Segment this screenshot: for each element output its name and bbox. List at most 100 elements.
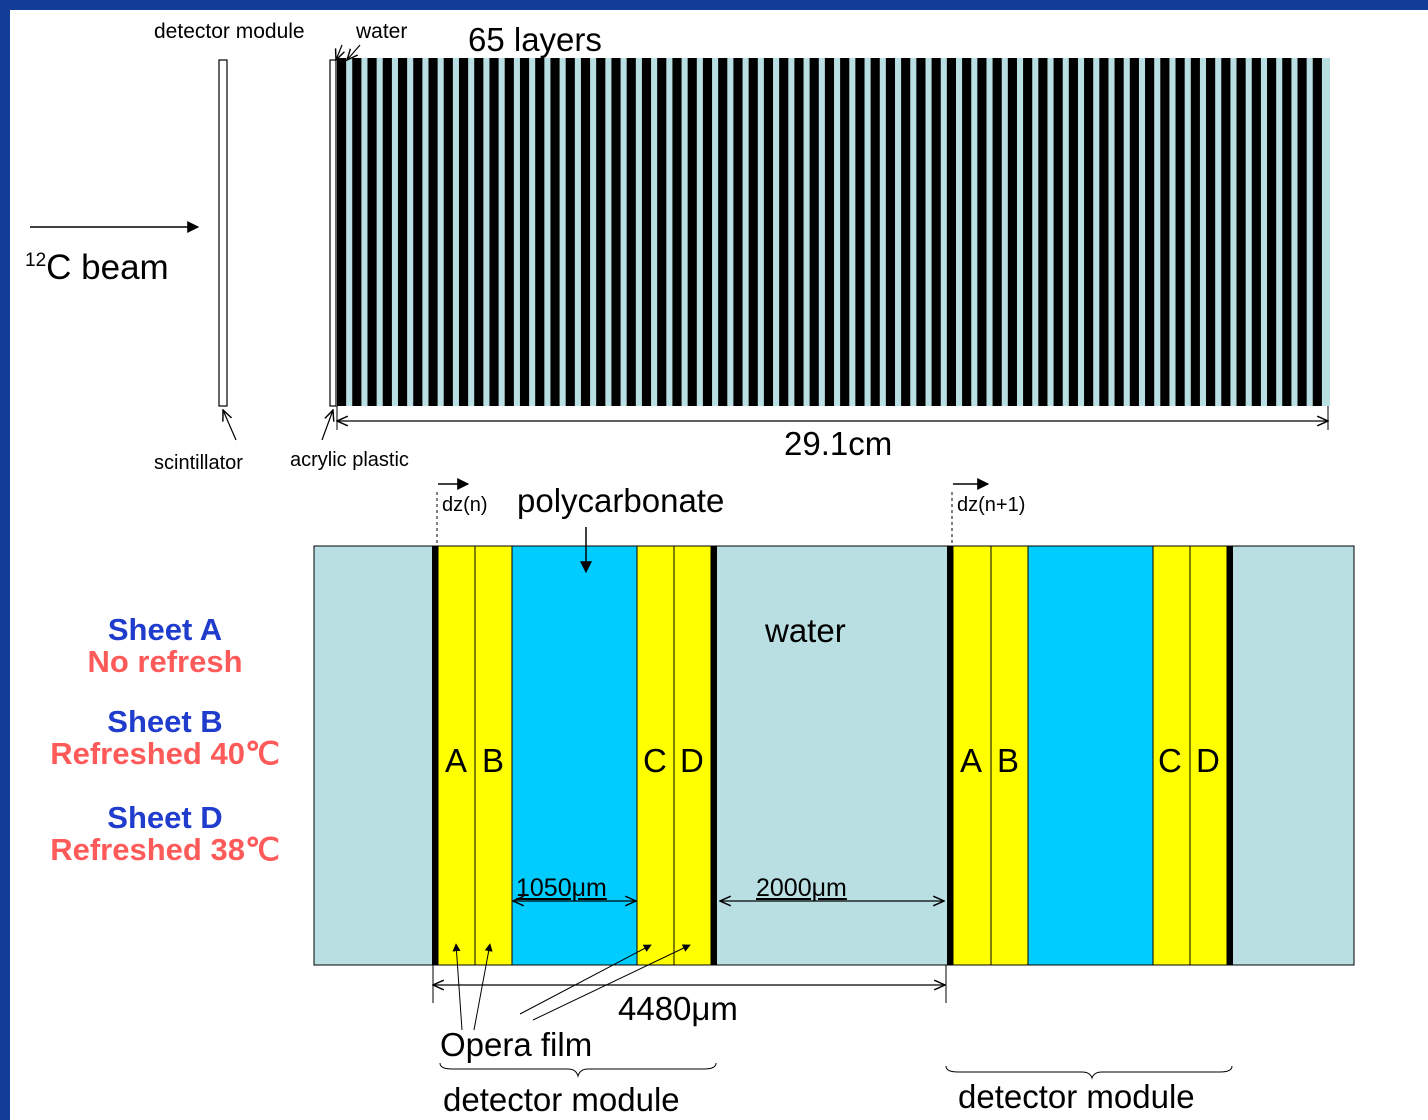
stack-layer (580, 58, 591, 406)
stack-layer (870, 58, 880, 406)
stack-layer (1175, 58, 1185, 406)
stack-layer (1282, 58, 1292, 406)
film-label-a-module1: A (445, 742, 468, 779)
stack-layer (413, 58, 423, 406)
stack-layer (763, 58, 774, 406)
stack-layer (1099, 58, 1109, 406)
sheet-a-state: No refresh (87, 644, 243, 679)
stack-layer (779, 58, 789, 406)
water-label-top: water (356, 20, 408, 43)
module2-left-edge (947, 546, 953, 965)
opera-pointer-a (452, 943, 463, 1031)
sheet-d-title: Sheet D (107, 800, 223, 835)
opera-pointer-d (532, 944, 691, 1021)
stack-layer (1236, 58, 1246, 406)
stack-layer (1190, 58, 1200, 406)
film-label-a-module2: A (960, 742, 983, 779)
stack-layer (901, 58, 911, 406)
stack-layer (565, 58, 575, 406)
opera-pointer-c (519, 944, 652, 1015)
stack-layer (672, 58, 682, 406)
stack-layer (702, 58, 713, 406)
module2-film-d (1189, 545, 1228, 966)
stack-layer (824, 58, 835, 406)
beam-label: 12C beam (25, 248, 169, 288)
dz-n-label: dz(n) (442, 494, 488, 516)
stack-layer (1312, 58, 1322, 406)
total-dimension-label: 4480μm (618, 990, 738, 1027)
detector-module-label-right: detector module (958, 1078, 1195, 1115)
stack-layer (1053, 58, 1063, 406)
stack-layer (397, 58, 408, 406)
film-label-b-module1: B (482, 742, 505, 779)
stack-layer (809, 58, 819, 406)
stack-layer (1145, 58, 1155, 406)
detector-module-label-left: detector module (443, 1081, 680, 1118)
stack-layer (458, 58, 469, 406)
detector-module-label: detector module (154, 20, 305, 43)
stack-layer (1114, 58, 1124, 406)
water-label-section: water (765, 612, 846, 649)
poly-dimension-label: 1050μm (516, 874, 607, 902)
module2-film-a (952, 545, 992, 966)
module1-polycarbonate (511, 545, 638, 966)
stack-layer (550, 58, 560, 406)
stack-layer (1007, 58, 1017, 406)
module2-polycarbonate (1027, 545, 1154, 966)
water-dimension-label: 2000μm (756, 874, 847, 902)
stack-layer (794, 58, 804, 406)
module1-film-d (673, 545, 712, 966)
film-label-c-module2: C (1158, 742, 1182, 779)
stack-layer (1038, 58, 1048, 406)
stack-layer (885, 58, 896, 406)
stack-layer (443, 58, 453, 406)
acrylic-label: acrylic plastic (290, 449, 409, 471)
film-label-c-module1: C (643, 742, 667, 779)
stack-layer (946, 58, 956, 406)
acrylic-plate (329, 59, 337, 407)
stack-layers (337, 58, 1322, 406)
stack-layer (1206, 58, 1216, 406)
stack-layer (931, 58, 941, 406)
film-label-d-module2: D (1196, 742, 1220, 779)
stack-layer (1267, 58, 1277, 406)
acrylic-pointer (321, 410, 333, 441)
stack-layer (1023, 58, 1033, 406)
module1-left-edge (432, 546, 438, 965)
stack-layer (352, 58, 362, 406)
stack-layer (428, 58, 438, 406)
detector-module-pointer (336, 44, 342, 60)
frame-top (0, 0, 1428, 10)
film-label-d-module1: D (680, 742, 704, 779)
stack-layer (657, 58, 667, 406)
stack-layer (504, 58, 514, 406)
stack-layer (1084, 58, 1094, 406)
detector-module-brace-left (439, 1062, 717, 1078)
stack-layer (626, 58, 636, 406)
stack-layer (1251, 58, 1261, 406)
stack-layer (641, 58, 652, 406)
scintillator-bar (218, 59, 228, 407)
stack-layer (962, 58, 972, 406)
stack-layer (489, 58, 499, 406)
dz-n1-label: dz(n+1) (957, 494, 1026, 516)
beam-mass-number: 12 (25, 250, 47, 271)
stack-layer (382, 58, 392, 406)
length-label: 29.1cm (784, 425, 893, 462)
module1-right-edge (711, 546, 717, 965)
stack-layer (611, 58, 621, 406)
stack-layer (367, 58, 377, 406)
polycarbonate-label: polycarbonate (517, 482, 725, 519)
module2-film-c (1152, 545, 1191, 966)
water-pointer (347, 44, 361, 60)
stack-layer (519, 58, 530, 406)
stack-layer (1068, 58, 1078, 406)
frame-left (0, 0, 10, 1120)
opera-film-label: Opera film (440, 1026, 593, 1063)
stack-layer (916, 58, 926, 406)
stack-layer (1129, 58, 1139, 406)
stack-layer (840, 58, 850, 406)
opera-pointer-b (473, 943, 493, 1031)
stack-layer (1297, 58, 1307, 406)
